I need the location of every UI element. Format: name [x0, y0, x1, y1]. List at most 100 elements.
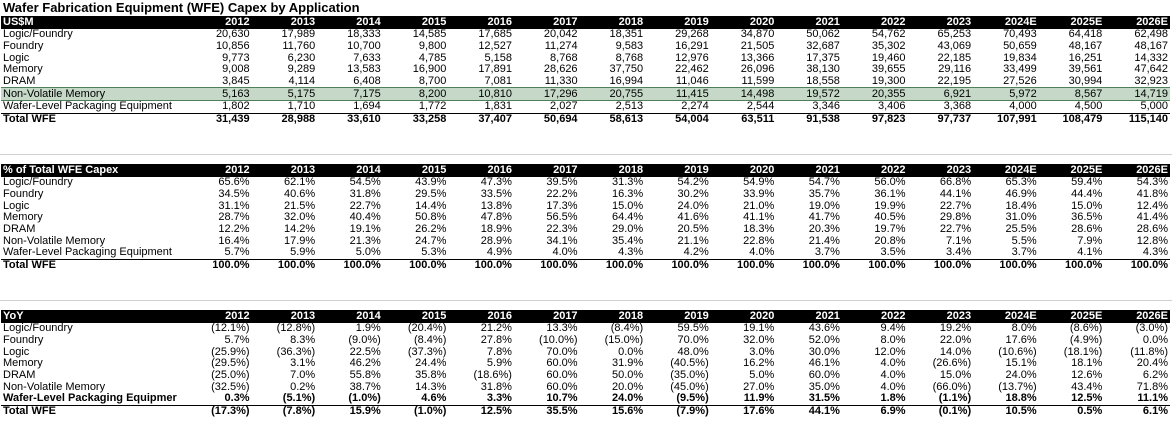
value-cell: (15.0%) — [604, 334, 644, 347]
value-cell: 12.8% — [1136, 235, 1168, 247]
value-cell: 97,737 — [907, 112, 974, 126]
value-cell: 60.0% — [808, 369, 840, 382]
row-label: Logic/Foundry — [3, 29, 73, 41]
year-header: 2013 — [251, 164, 318, 177]
value-cell: 100.0% — [251, 258, 318, 272]
value-cell: 55.8% — [349, 369, 381, 382]
value-cell: 22.5% — [349, 346, 381, 358]
value-cell: (1.0%) — [348, 393, 381, 405]
value-cell: 17.6% — [710, 404, 777, 418]
value-cell: 18.9% — [480, 223, 512, 236]
value-cell: 30.0% — [808, 346, 840, 358]
section-header-label: % of Total WFE Capex — [1, 164, 186, 177]
value-cell: 15.9% — [317, 404, 383, 418]
table-row: Memory 28.7% 32.0% 40.4% 50.8% 47.8% 56.5% 64.4… — [1, 212, 1170, 224]
value-cell: 19.1% — [349, 223, 381, 236]
value-cell: 3.7% — [1011, 247, 1037, 259]
year-header: 2022 — [841, 164, 908, 177]
value-cell: 3.0% — [749, 346, 775, 358]
value-cell: 11,046 — [675, 75, 709, 88]
value-cell: 2,274 — [681, 100, 709, 113]
value-cell: (1.1%) — [938, 393, 972, 405]
value-cell: 19.9% — [874, 200, 906, 212]
value-cell: 100.0% — [1038, 258, 1105, 272]
value-cell: (13.7%) — [998, 381, 1037, 393]
year-header: 2016 — [448, 16, 514, 29]
value-cell: (0.1%) — [907, 404, 974, 418]
value-cell: 3,406 — [878, 100, 906, 113]
value-cell: 54.7% — [808, 177, 840, 189]
row-label: Total WFE — [1, 258, 186, 272]
value-cell: 31.5% — [808, 393, 840, 405]
year-header: 2017 — [513, 164, 580, 177]
year-header: 2021 — [776, 310, 842, 323]
value-cell: 28.6% — [1136, 223, 1168, 236]
value-cell: 62.1% — [283, 177, 316, 189]
value-cell: 47.3% — [480, 177, 512, 189]
value-cell: 14,719 — [1104, 87, 1170, 102]
value-cell: 39.5% — [546, 177, 578, 189]
value-cell: 28,988 — [251, 112, 318, 126]
value-cell: 7.9% — [1077, 235, 1103, 247]
value-cell: 30,994 — [1068, 75, 1103, 88]
value-cell: 24.0% — [677, 200, 709, 212]
value-cell: (35.0%) — [670, 369, 709, 382]
value-cell: 37,750 — [609, 64, 644, 76]
value-cell: 50,694 — [513, 112, 580, 126]
value-cell: 100.0% — [1104, 258, 1170, 272]
value-cell: 20,630 — [215, 29, 250, 41]
value-cell: 24.4% — [415, 358, 447, 370]
value-cell: 8.0% — [880, 334, 906, 347]
value-cell: 62,498 — [1134, 29, 1168, 41]
table-row: Logic 9,773 6,230 7,633 4,785 5,158 8,768 8,768… — [1, 52, 1170, 64]
value-cell: 70.0% — [677, 334, 709, 347]
value-cell: 31.3% — [611, 177, 644, 189]
value-cell: 3,845 — [222, 75, 250, 88]
section-header-label: US$M — [1, 16, 186, 29]
table-row: Wafer-Level Packaging Equipment 5.7% 5.9% 5… — [1, 247, 1170, 259]
value-cell: 5.7% — [224, 334, 250, 347]
value-cell: 4.3% — [1142, 247, 1168, 259]
value-cell: 100.0% — [841, 258, 908, 272]
value-cell: 66.8% — [939, 177, 972, 189]
value-cell: 19,460 — [871, 52, 906, 64]
year-header: 2025E — [1038, 16, 1105, 29]
value-cell: 36.5% — [1071, 212, 1103, 224]
value-cell: 59.5% — [677, 323, 709, 335]
value-cell: (17.3%) — [186, 404, 252, 418]
value-cell: 35.8% — [415, 369, 447, 382]
value-cell: 44.1% — [776, 404, 842, 418]
table-row: Logic/Foundry 65.6% 62.1% 54.5% 43.9% 47.3% 39… — [1, 177, 1170, 189]
value-cell: 18,351 — [609, 29, 644, 41]
value-cell: 21.3% — [349, 235, 381, 247]
year-header: 2018 — [579, 310, 646, 323]
row-label: DRAM — [3, 369, 36, 382]
value-cell: (12.8%) — [276, 323, 316, 335]
value-cell: 8,768 — [615, 52, 644, 64]
value-cell: 39,655 — [871, 64, 906, 76]
year-header: 2015 — [382, 16, 449, 29]
value-cell: 7.8% — [486, 346, 512, 358]
value-cell: 33,258 — [382, 112, 449, 126]
value-cell: 29.0% — [611, 223, 644, 236]
value-cell: 44.1% — [939, 188, 972, 201]
value-cell: 27,526 — [1003, 75, 1037, 88]
value-cell: 0.2% — [290, 381, 316, 393]
sheet-title: Wafer Fabrication Equipment (WFE) Capex … — [3, 0, 360, 15]
row-label: Non-Volatile Memory — [3, 381, 106, 393]
value-cell: 17,989 — [281, 29, 316, 41]
value-cell: 54.3% — [1136, 177, 1168, 189]
value-cell: 13.3% — [546, 323, 578, 335]
value-cell: 1,772 — [418, 100, 447, 113]
year-header: 2015 — [382, 164, 449, 177]
value-cell: 5.5% — [1011, 235, 1037, 247]
value-cell: 14,585 — [412, 29, 447, 41]
value-cell: 29,116 — [938, 64, 972, 76]
year-header: 2012 — [186, 310, 252, 323]
value-cell: 100.0% — [579, 258, 646, 272]
row-label: Non-Volatile Memory — [1, 87, 186, 102]
year-header: 2019 — [645, 16, 711, 29]
value-cell: (20.4%) — [407, 323, 447, 335]
table-row: Logic/Foundry 20,630 17,989 18,333 14,585 17,… — [1, 29, 1170, 41]
